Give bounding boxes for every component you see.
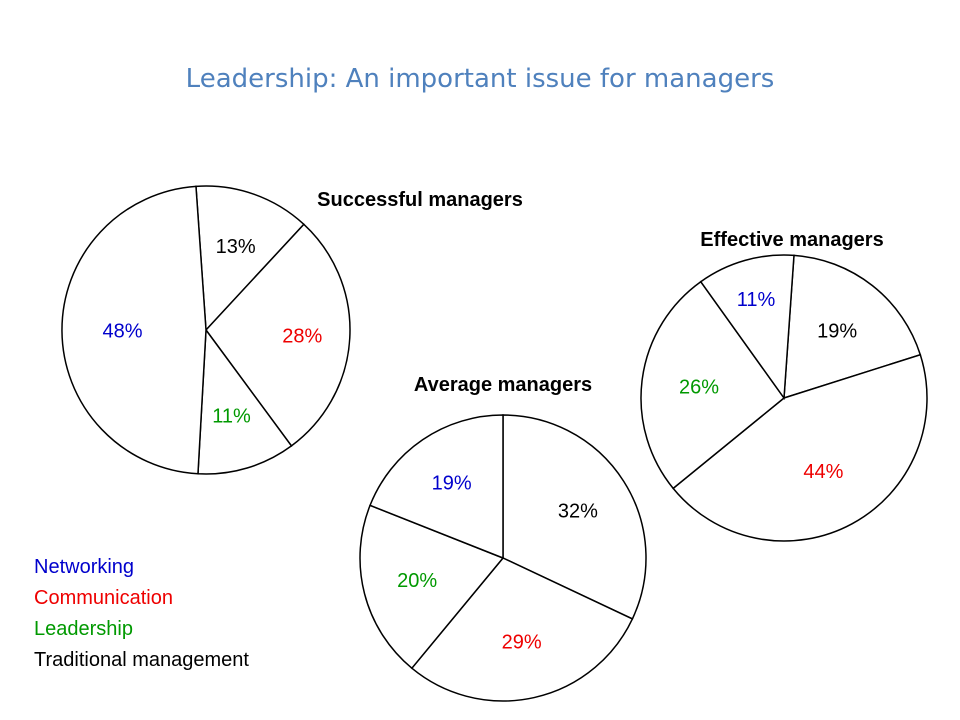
slice-leadership xyxy=(359,504,505,670)
slice-networking xyxy=(699,254,795,401)
chart-title: Effective managers xyxy=(700,229,883,251)
chart-title: Average managers xyxy=(414,374,592,396)
slice-label-networking: 11% xyxy=(737,289,776,311)
slice-label-traditional-management: 19% xyxy=(817,321,857,343)
pie-average-managers: 32% 29% 20% 19% Average managers xyxy=(359,374,647,702)
slice-label-communication: 28% xyxy=(282,325,322,347)
slice-traditional-management xyxy=(783,254,922,400)
slice-label-leadership: 11% xyxy=(212,406,251,428)
slice-label-leadership: 20% xyxy=(397,570,437,592)
pie-effective-managers: 19% 44% 26% 11% Effective managers xyxy=(640,229,928,542)
slice-communication xyxy=(205,223,351,447)
slice-label-leadership: 26% xyxy=(679,377,719,399)
slice-label-traditional-management: 32% xyxy=(558,501,598,523)
legend-item-leadership: Leadership xyxy=(34,618,133,640)
legend-item-traditional-management: Traditional management xyxy=(34,649,249,671)
legend: Networking Communication Leadership Trad… xyxy=(34,552,249,676)
slice-networking xyxy=(369,414,504,560)
slice-label-traditional-management: 13% xyxy=(216,236,256,258)
slice-traditional-management xyxy=(195,185,305,332)
slice-label-networking: 48% xyxy=(102,321,142,343)
page-title: Leadership: An important issue for manag… xyxy=(185,64,775,94)
slice-label-networking: 19% xyxy=(432,472,472,494)
slice-leadership xyxy=(197,327,293,475)
slice-label-communication: 29% xyxy=(502,632,542,654)
pie-successful-managers: 13% 28% 11% 48% Successful managers xyxy=(61,185,523,475)
slice-communication xyxy=(410,557,634,702)
legend-item-networking: Networking xyxy=(34,556,135,578)
slice-traditional-management xyxy=(502,414,647,620)
slice-label-communication: 44% xyxy=(803,461,843,483)
slice-networking xyxy=(61,185,207,475)
slice-communication xyxy=(672,353,928,542)
chart-title: Successful managers xyxy=(317,189,523,211)
legend-item-communication: Communication xyxy=(34,587,173,609)
slice-leadership xyxy=(640,280,786,490)
